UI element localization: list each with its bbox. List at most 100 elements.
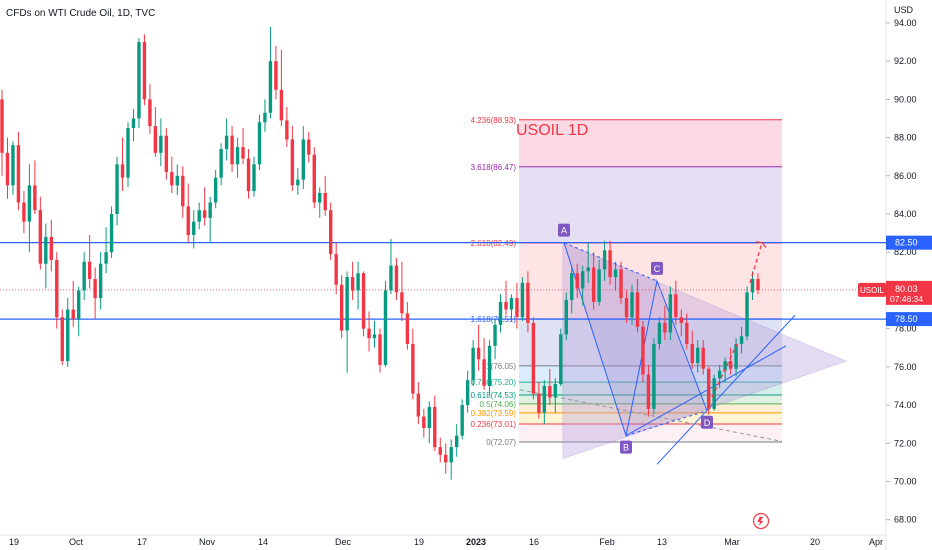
candle-body [608,250,612,278]
x-tick-label: Mar [724,537,740,547]
candle-body [241,147,245,159]
pattern-point-badge[interactable] [558,223,570,237]
x-tick-label: 13 [657,537,667,547]
dashed-trendline[interactable] [519,389,783,442]
candle-body [33,185,37,211]
candle-body [328,210,333,255]
pattern-point-label: C [654,264,661,274]
fib-level-label: 1(76.05) [486,362,516,371]
annotations[interactable]: A B C D [558,223,767,454]
symbol-tag[interactable] [858,282,886,297]
fib-level-label: 0.618(74.53) [471,391,517,400]
fib-level-label: 0(72.07) [486,438,516,447]
candle-body [285,120,289,140]
candle-body [652,343,656,409]
fib-zone [519,365,782,383]
lower-trendline[interactable] [625,345,787,437]
candle-body [120,164,125,178]
candle-body [509,298,514,310]
candle-body [296,179,300,186]
candle-body [312,154,316,203]
price-axis[interactable]: 68.0070.0072.0074.0076.0078.0080.0082.00… [858,18,932,525]
fib-level-label: 3.618(86.47) [471,163,517,172]
x-tick-label: 16 [529,537,539,547]
candle-body [696,347,700,364]
candle-body [712,378,716,409]
y-tick-label: 82.00 [894,247,917,257]
candle-body [548,385,552,398]
y-tick-label: 90.00 [894,94,917,104]
fib-level-label: 0.786(75.20) [471,378,517,387]
candle-body [301,139,306,180]
candle-body [602,250,607,270]
candle-body [290,139,295,186]
candle-body [460,405,464,436]
candle-body [323,192,327,211]
arrow-head-icon [755,241,767,249]
fib-level-label: 0.5(74.06) [480,400,517,409]
fib-zone [519,412,782,424]
y-tick-label: 78.00 [894,324,917,334]
candle-body [422,416,426,428]
candle-body [66,309,70,362]
horizontal-levels[interactable] [0,242,886,320]
candle-body [570,273,574,300]
candle-body [449,447,453,463]
candle-body [208,202,212,218]
candle-body [394,265,399,293]
pattern-point-badge[interactable] [620,440,632,454]
candle-body [444,454,448,463]
fib-zone [519,318,782,366]
candle-body [383,290,388,365]
candle-body [745,292,749,337]
candle-body [159,135,163,153]
bar-countdown: 07:46:34 [890,294,923,304]
candle-body [624,298,629,318]
projection-arrow[interactable] [711,242,763,398]
candle-body [44,236,48,264]
candle-body [635,292,640,327]
level-price-tag[interactable] [886,235,932,250]
candle-body [246,158,251,192]
y-tick-label: 70.00 [894,477,917,487]
candle-body [706,368,711,409]
candle-body [76,290,81,320]
pattern-point-badge[interactable] [701,415,713,429]
candle-body [126,128,130,178]
candle-body [60,317,64,362]
candle-body [279,89,284,121]
candle-body [734,343,738,369]
candle-body [361,273,366,329]
candle-body [537,393,541,413]
candle-body [268,61,273,113]
candle-body [257,122,262,165]
current-price-tag[interactable] [886,280,932,305]
current-price-value: 80.03 [895,284,918,294]
candle-body [219,149,223,178]
bcd-fill [626,280,707,436]
time-axis[interactable]: 19 Oct 17 Nov 14 Dec 19 2023 16 Feb 13 Mar 20 Apr [9,537,883,547]
x-tick-label: Feb [599,537,615,547]
candle-body [411,343,415,394]
candle-body [98,263,103,299]
candle-body [356,273,360,291]
candle-body [378,334,382,365]
level-price-tag-label: 82.50 [895,238,918,248]
level-price-tag[interactable] [886,312,932,327]
candle-body [471,347,475,381]
candle-body [274,61,278,90]
pattern-point-badge[interactable] [651,261,663,275]
candle-body [82,261,86,291]
fib-zone [519,119,782,167]
candle-body [591,267,596,302]
candle-body [400,292,404,314]
level-price-tag-label: 78.50 [895,314,918,324]
candle-body [723,361,727,371]
y-tick-label: 76.00 [894,362,917,372]
x-tick-label: Dec [335,537,352,547]
fib-zone [519,242,782,319]
fib-level-label: 2.618(82.49) [471,239,517,248]
y-tick-label: 72.00 [894,438,917,448]
support-trendline[interactable] [656,314,796,465]
